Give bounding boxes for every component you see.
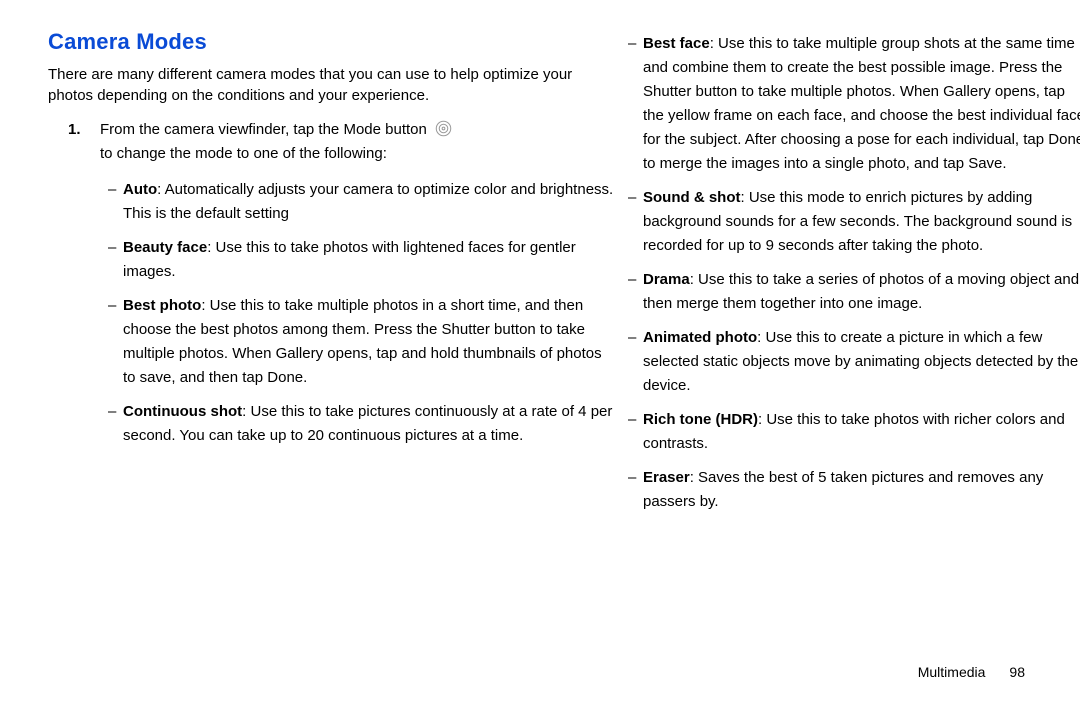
cont-text-a: : Use this to take (242, 403, 354, 420)
page-footer: Multimedia 98 (918, 664, 1025, 680)
footer-section: Multimedia (918, 664, 986, 680)
manual-page: Camera Modes There are many different ca… (0, 0, 1080, 720)
eraser-text-b: taken (831, 469, 868, 486)
bullet-drama: Drama: Use this to take a series of phot… (628, 268, 1080, 316)
bullet-continuous-shot: Continuous shot: Use this to take pictur… (108, 400, 618, 448)
bullet-best-photo: Best photo: Use this to take multiple ph… (108, 294, 618, 390)
step1-text-b: to change the mode to one of the followi… (100, 145, 387, 162)
bullet-eraser: Eraser: Saves the best of 5 taken pictur… (628, 466, 1080, 514)
bestface-text-b: After (745, 131, 777, 148)
sound-label: Sound & shot (643, 189, 741, 206)
footer-page-number: 98 (1009, 664, 1025, 680)
right-column: Best face: Use this to take multiple gro… (618, 32, 1080, 524)
left-column: Camera Modes There are many different ca… (48, 30, 618, 458)
eraser-label: Eraser (643, 469, 690, 486)
intro-paragraph: There are many different camera modes th… (48, 64, 618, 106)
step-number: 1. (48, 118, 100, 166)
mode-button-icon (435, 120, 452, 137)
bullet-sound-shot: Sound & shot: Use this mode to enrich pi… (628, 186, 1080, 258)
step-1: 1. From the camera viewfinder, tap the M… (48, 118, 618, 166)
beauty-label: Beauty face (123, 239, 207, 256)
bullet-best-face: Best face: Use this to take multiple gro… (628, 32, 1080, 176)
auto-label: Auto (123, 181, 157, 198)
anim-label: Animated photo (643, 329, 757, 346)
drama-label: Drama (643, 271, 690, 288)
cont-text-b: pictures (358, 403, 411, 420)
bestphoto-label: Best photo (123, 297, 201, 314)
left-bullet-list: Auto: Automatically adjusts your camera … (48, 178, 618, 448)
eraser-text-a: : Saves the best of 5 (690, 469, 827, 486)
right-bullet-list: Best face: Use this to take multiple gro… (618, 32, 1080, 514)
step-body: From the camera viewfinder, tap the Mode… (100, 118, 618, 166)
bullet-animated-photo: Animated photo: Use this to create a pic… (628, 326, 1080, 398)
hdr-label: Rich tone (HDR) (643, 411, 758, 428)
bestface-label: Best face (643, 35, 710, 52)
auto-text: : Automatically adjusts your camera to o… (123, 181, 613, 222)
bullet-rich-tone-hdr: Rich tone (HDR): Use this to take photos… (628, 408, 1080, 456)
cont-label: Continuous shot (123, 403, 242, 420)
drama-text: : Use this to take a series of photos of… (643, 271, 1079, 312)
bullet-beauty-face: Beauty face: Use this to take photos wit… (108, 236, 618, 284)
step1-text-a: From the camera viewfinder, tap the Mode… (100, 121, 427, 138)
bullet-auto: Auto: Automatically adjusts your camera … (108, 178, 618, 226)
section-heading: Camera Modes (48, 30, 618, 54)
